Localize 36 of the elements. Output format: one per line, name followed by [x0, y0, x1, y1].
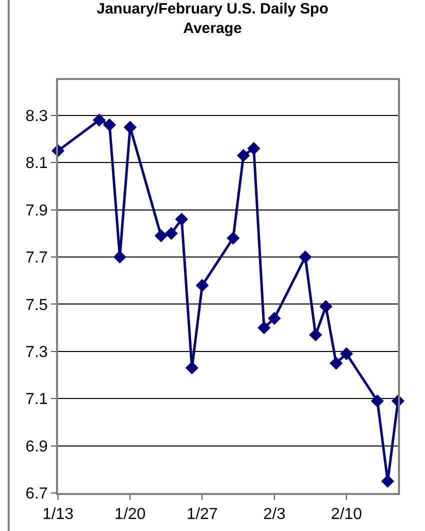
- point: [154, 229, 168, 242]
- point: [196, 278, 209, 292]
- point: [247, 142, 260, 155]
- x-tick-label: 2/10: [330, 506, 362, 524]
- point: [236, 149, 250, 162]
- point: [226, 232, 240, 245]
- point: [113, 250, 126, 264]
- point: [258, 321, 271, 334]
- x-tick-label: 1/27: [186, 506, 218, 524]
- y-tick-label: 6.9: [26, 438, 48, 456]
- y-tick-label: 8.3: [26, 108, 48, 125]
- y-tick-label: 7.5: [26, 296, 48, 314]
- x-tick-label: 2/3: [263, 506, 286, 524]
- point: [319, 300, 332, 314]
- chart-title: January/February U.S. Daily Spo Average: [96, 0, 328, 37]
- point: [330, 356, 343, 370]
- point: [164, 226, 178, 240]
- point: [124, 120, 137, 134]
- x-tick-label: 1/20: [114, 506, 146, 524]
- point: [92, 114, 106, 127]
- x-tick-label: 1/13: [42, 506, 74, 524]
- point: [175, 212, 188, 226]
- point: [268, 312, 281, 325]
- y-tick-label: 7.7: [26, 250, 48, 267]
- point: [309, 328, 322, 342]
- y-tick-label: 7.3: [26, 344, 48, 361]
- point: [381, 474, 394, 488]
- point: [185, 361, 198, 374]
- point: [370, 394, 384, 408]
- y-tick-label: 6.7: [26, 486, 48, 503]
- y-tick-label: 7.1: [26, 391, 48, 408]
- point: [298, 250, 312, 264]
- point: [103, 118, 116, 132]
- y-tick-label: 7.9: [26, 202, 48, 220]
- point: [340, 347, 353, 360]
- y-tick-label: 8.1: [26, 155, 48, 172]
